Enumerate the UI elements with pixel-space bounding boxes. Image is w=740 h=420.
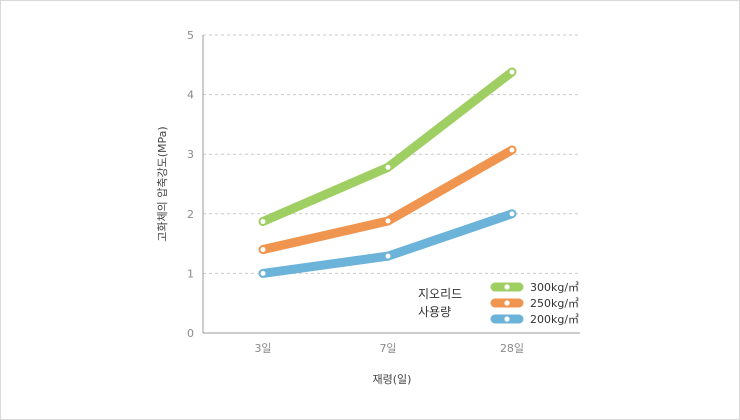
data-point: [259, 246, 267, 254]
data-point: [259, 218, 267, 226]
y-tick-labels: 0 1 2 3 4 5: [187, 29, 194, 340]
legend-items: 300kg/㎥ 250kg/㎥ 200kg/㎥: [490, 281, 579, 326]
x-tick-label: 28일: [500, 341, 524, 355]
data-point: [384, 163, 392, 171]
data-point: [508, 68, 516, 76]
data-point: [508, 146, 516, 154]
y-tick-label: 4: [187, 89, 194, 102]
series-lines: [258, 67, 517, 278]
grid-lines: [203, 34, 580, 274]
data-point: [259, 269, 267, 277]
x-tick-label: 3일: [254, 341, 271, 355]
x-tick-label: 7일: [379, 341, 396, 355]
legend: 지오리드 사용량 300kg/㎥ 250kg/㎥ 200kg/㎥: [418, 281, 579, 326]
legend-marker: [504, 316, 510, 322]
series-1: [258, 67, 517, 227]
legend-label: 200kg/㎥: [530, 313, 579, 326]
legend-marker: [504, 284, 510, 290]
legend-marker: [504, 300, 510, 306]
legend-item: 250kg/㎥: [490, 297, 579, 310]
legend-label: 300kg/㎥: [530, 281, 579, 294]
legend-title-line-2: 사용량: [418, 305, 451, 319]
legend-item: 200kg/㎥: [490, 313, 579, 326]
y-axis-label: 고화체의 압축강도(MPa): [156, 126, 169, 241]
data-point: [384, 217, 392, 225]
y-tick-label: 3: [187, 148, 194, 161]
series-3: [258, 209, 517, 278]
x-tick-labels: 3일 7일 28일: [254, 341, 524, 355]
legend-item: 300kg/㎥: [490, 281, 579, 294]
axes: [202, 35, 580, 334]
y-tick-label: 1: [187, 267, 194, 280]
data-point: [508, 210, 516, 218]
legend-title-line-1: 지오리드: [418, 287, 462, 301]
legend-label: 250kg/㎥: [530, 297, 579, 310]
y-tick-label: 0: [187, 327, 194, 340]
y-tick-label: 5: [187, 29, 194, 42]
series-2: [258, 145, 517, 255]
x-axis-label: 재령(일): [373, 372, 412, 386]
data-point: [384, 252, 392, 260]
y-tick-label: 2: [187, 208, 194, 221]
